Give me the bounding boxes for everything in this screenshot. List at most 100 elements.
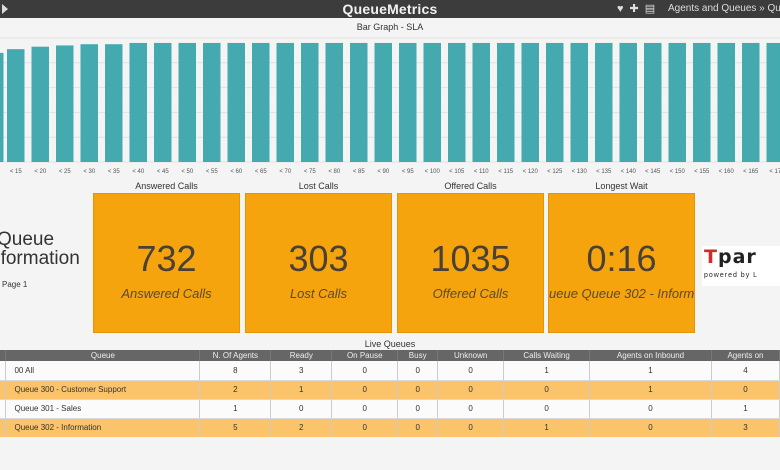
chart-bar — [7, 49, 25, 162]
header-cell[interactable]: On Pause — [331, 350, 399, 361]
row-marker — [0, 399, 7, 419]
sla-bar-chart: < 15 < 20 < 25 < 30 < 35 < 40 < 45 < 50 < 55 < 60… — [0, 37, 780, 175]
header-cell[interactable]: N. Of Agents — [199, 350, 272, 361]
header-cell — [0, 350, 7, 361]
x-tick-label: < 95 — [402, 169, 415, 175]
table-cell: 0 — [331, 399, 399, 419]
app-brand: QueueMetrics — [342, 1, 438, 17]
table-row[interactable]: 00 All 8 3 0 0 0 1 1 4 — [0, 361, 780, 381]
heart-icon[interactable]: ♥ — [617, 3, 624, 15]
x-tick-label: < 75 — [304, 169, 317, 175]
chart-bar — [31, 46, 49, 162]
list-icon[interactable]: ▤ — [644, 3, 656, 15]
chart-bar — [644, 42, 662, 162]
chart-bar — [766, 42, 780, 162]
kpi-subtitle: Offered Calls — [432, 286, 509, 301]
live-queues-title: Live Queues — [364, 339, 416, 349]
kpi-tile[interactable]: 0:16 ueue Queue 302 - Informati — [548, 193, 695, 333]
chart-bar — [717, 42, 735, 162]
header-cell[interactable]: Queue — [5, 350, 201, 361]
chart-title: Bar Graph - SLA — [356, 22, 424, 32]
table-cell: 0 — [331, 380, 399, 400]
table-row[interactable]: Queue 302 - Information 5 2 0 0 0 1 0 3 — [0, 418, 780, 438]
table-cell: 2 — [270, 418, 333, 438]
chart-bar — [668, 42, 686, 162]
top-bar: QueueMetrics ♥ ✚ ▤ Agents and Queues » Qu — [0, 0, 780, 18]
table-cell: 0 — [270, 399, 333, 419]
table-row[interactable]: Queue 301 - Sales 1 0 0 0 0 0 0 1 — [0, 399, 780, 419]
company-logo: Tpar powered by L — [702, 246, 780, 286]
chart-bar — [619, 42, 637, 162]
queue-name-cell: Queue 302 - Information — [5, 418, 201, 438]
table-row[interactable]: Queue 300 - Customer Support 2 1 0 0 0 0 1 0 — [0, 380, 780, 400]
header-cell[interactable]: Agents on Inbound — [589, 350, 712, 361]
table-cell: 0 — [397, 361, 439, 381]
chart-bar — [472, 42, 490, 162]
topbar-icons: ♥ ✚ ▤ — [617, 2, 661, 15]
x-tick-label: < 150 — [670, 169, 686, 175]
kpi-label: Offered Calls — [444, 181, 497, 191]
chart-bar — [742, 42, 760, 162]
x-tick-label: < 140 — [621, 169, 637, 175]
kpi-subtitle: ueue Queue 302 - Informati — [549, 286, 695, 301]
table-cell: 0 — [437, 380, 505, 400]
table-cell: 3 — [270, 361, 333, 381]
chart-bar — [252, 42, 270, 162]
chart-bar — [80, 44, 98, 163]
x-tick-label: < 45 — [157, 169, 170, 175]
chart-bar — [595, 42, 613, 162]
table-cell: 0 — [397, 418, 439, 438]
breadcrumb[interactable]: Agents and Queues » Qu — [668, 3, 780, 14]
header-cell[interactable]: Agents on — [711, 350, 780, 361]
chart-bar — [399, 42, 417, 162]
table-cell: 0 — [503, 399, 591, 419]
page-indicator: Page 1 — [2, 280, 28, 289]
x-tick-label: < 165 — [743, 169, 759, 175]
chart-bar — [203, 42, 221, 162]
chart-bar — [301, 42, 319, 162]
x-tick-label: < 120 — [523, 169, 539, 175]
x-tick-label: < 70 — [279, 169, 292, 175]
x-tick-label: < 15 — [10, 169, 23, 175]
table-cell: 1 — [503, 418, 591, 438]
chart-bar — [350, 42, 368, 162]
sidebar-toggle-icon[interactable] — [2, 4, 8, 14]
queue-name-cell: 00 All — [5, 361, 201, 381]
queue-info-line2: nformation — [0, 248, 80, 269]
table-cell: 1 — [589, 361, 712, 381]
kpi-label: Lost Calls — [298, 181, 339, 191]
chart-bar — [325, 42, 343, 162]
x-tick-label: < 35 — [108, 169, 121, 175]
live-queues-table: Queue N. Of Agents Ready On Pause Busy Unknow… — [0, 350, 780, 438]
header-cell[interactable]: Ready — [270, 350, 333, 361]
x-tick-label: < 85 — [353, 169, 366, 175]
chart-bar — [374, 42, 392, 162]
chart-bar — [178, 42, 196, 162]
x-tick-label: < 60 — [230, 169, 243, 175]
table-cell: 8 — [199, 361, 272, 381]
table-cell: 3 — [711, 418, 780, 438]
x-tick-label: < 30 — [83, 169, 96, 175]
x-tick-label: < 55 — [206, 169, 219, 175]
table-cell: 0 — [711, 380, 780, 400]
kpi-tile[interactable]: 303 Lost Calls — [245, 193, 392, 333]
table-cell: 1 — [589, 380, 712, 400]
chart-bar — [497, 42, 515, 162]
header-cell[interactable]: Busy — [397, 350, 439, 361]
plus-icon[interactable]: ✚ — [629, 3, 639, 15]
queue-info-line1: Queue — [0, 229, 55, 250]
x-tick-label: < 160 — [719, 169, 735, 175]
x-tick-label: < 80 — [328, 169, 341, 175]
table-cell: 0 — [589, 418, 712, 438]
chart-bar — [105, 44, 123, 163]
header-cell[interactable]: Unknown — [437, 350, 505, 361]
table-cell: 4 — [711, 361, 780, 381]
table-cell: 5 — [199, 418, 272, 438]
kpi-tile[interactable]: 732 Answered Calls — [93, 193, 240, 333]
header-cell[interactable]: Calls Waiting — [503, 350, 591, 361]
x-tick-label: < 20 — [34, 169, 47, 175]
kpi-subtitle: Answered Calls — [121, 286, 212, 301]
kpi-tile[interactable]: 1035 Offered Calls — [397, 193, 544, 333]
table-cell: 0 — [589, 399, 712, 419]
x-tick-label: < 40 — [132, 169, 145, 175]
